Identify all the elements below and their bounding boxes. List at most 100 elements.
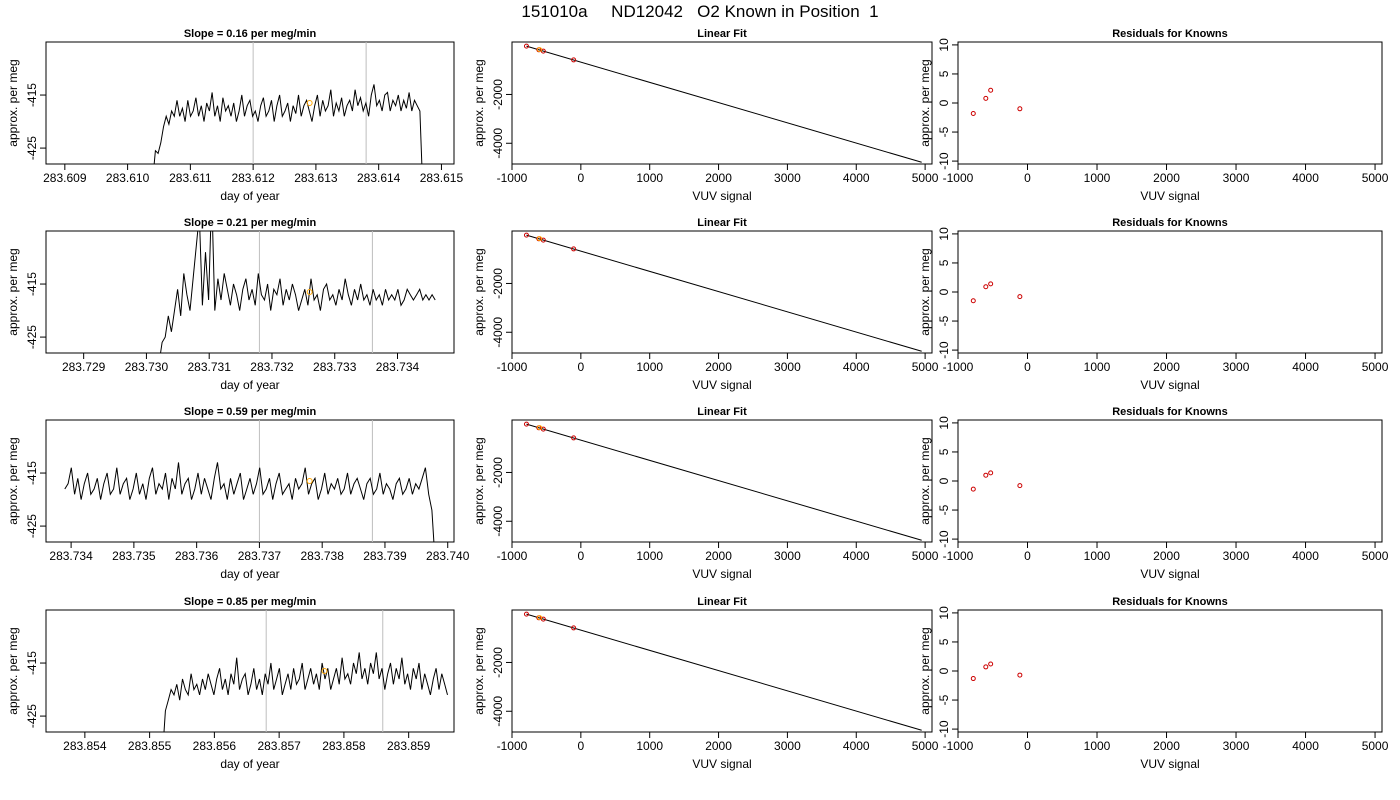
panel-title: Residuals for Knowns [1112, 217, 1228, 229]
data-point [983, 95, 989, 101]
x-tick-label: -1000 [497, 360, 528, 374]
x-tick-label: -1000 [497, 171, 528, 185]
panel-title: Slope = 0.59 per meg/min [184, 406, 317, 418]
fit-line [526, 45, 922, 163]
y-tick-label: -10 [937, 341, 951, 359]
chart-panel-r0-c1: Linear Fit -1000 0 1000 2000 3000 4000 5000 -200… [472, 28, 939, 203]
data-point [1017, 106, 1023, 112]
plot-area [523, 232, 922, 352]
y-tick-label: -4000 [491, 317, 505, 348]
x-tick-label: 4000 [843, 171, 870, 185]
y-axis-label: approx. per meg [6, 248, 20, 335]
x-tick-label: 283.734 [49, 549, 93, 563]
x-axis-label: VUV signal [692, 189, 751, 203]
x-tick-label: 2000 [1153, 739, 1180, 753]
plot-frame [957, 419, 1383, 543]
plot-area [64, 420, 435, 542]
data-point [988, 470, 994, 476]
y-tick-label: 5 [937, 448, 951, 455]
plot-area [970, 87, 1023, 116]
data-point [970, 676, 976, 682]
data-point [1017, 294, 1023, 300]
chart-panel-r3-c1: Linear Fit -1000 0 1000 2000 3000 4000 5000 -200… [472, 596, 939, 771]
highlight-point [306, 100, 313, 106]
highlight-point [306, 478, 313, 484]
x-tick-label: -1000 [943, 171, 974, 185]
y-tick-label: 5 [937, 259, 951, 266]
x-tick-label: 283.737 [238, 549, 282, 563]
y-tick-label: -10 [937, 530, 951, 548]
plot-frame [45, 419, 455, 543]
panel-title: Linear Fit [697, 406, 747, 418]
y-tick-label: -2000 [491, 457, 505, 488]
y-axis-label: approx. per meg [472, 59, 486, 146]
chart-panel-r1-c0: Slope = 0.21 per meg/min 283.729 283.730 28… [6, 217, 455, 392]
x-tick-label: 283.609 [43, 171, 87, 185]
x-tick-label: -1000 [943, 739, 974, 753]
x-tick-label: 283.730 [125, 360, 169, 374]
y-tick-label: -2000 [491, 79, 505, 110]
y-axis-label: approx. per meg [6, 627, 20, 714]
data-point [571, 57, 577, 63]
series-line [64, 462, 435, 542]
chart-panel-r1-c2: Residuals for Knowns -1000 0 1000 2000 3000 40… [918, 217, 1389, 392]
x-tick-label: 283.613 [294, 171, 338, 185]
y-tick-label: -4000 [491, 506, 505, 537]
x-tick-label: 2000 [1153, 549, 1180, 563]
plot-area [523, 43, 922, 163]
x-tick-label: 3000 [774, 171, 801, 185]
x-tick-label: -1000 [943, 360, 974, 374]
y-tick-label: -5 [937, 315, 951, 326]
x-tick-label: 283.740 [426, 549, 470, 563]
chart-panel-r0-c0: Slope = 0.16 per meg/min 283.609 283.610 28… [6, 28, 463, 203]
data-point [523, 43, 529, 49]
x-tick-label: 283.614 [357, 171, 401, 185]
plot-area [163, 610, 448, 732]
x-tick-label: 0 [1024, 739, 1031, 753]
x-tick-label: 3000 [774, 549, 801, 563]
x-tick-label: 2000 [705, 360, 732, 374]
data-point [983, 664, 989, 670]
x-tick-label: 283.733 [313, 360, 357, 374]
x-tick-label: 283.731 [188, 360, 232, 374]
x-axis-label: day of year [220, 567, 279, 581]
plot-frame [511, 609, 933, 733]
y-axis-label: approx. per meg [472, 627, 486, 714]
x-tick-label: 283.615 [420, 171, 464, 185]
chart-panel-r2-c1: Linear Fit -1000 0 1000 2000 3000 4000 5000 -200… [472, 406, 939, 581]
y-tick-label: 5 [937, 638, 951, 645]
data-point [1017, 672, 1023, 678]
x-tick-label: 283.612 [231, 171, 275, 185]
panel-title: Residuals for Knowns [1112, 28, 1228, 40]
x-tick-label: 3000 [1223, 739, 1250, 753]
y-tick-label: -425 [25, 514, 39, 538]
panel-title: Linear Fit [697, 28, 747, 40]
x-tick-label: 0 [1024, 360, 1031, 374]
x-tick-label: 0 [1024, 171, 1031, 185]
y-tick-label: -4000 [491, 128, 505, 159]
x-tick-label: 1000 [1084, 171, 1111, 185]
x-tick-label: 283.732 [250, 360, 294, 374]
chart-panel-r3-c0: Slope = 0.85 per meg/min 283.854 283.855 28… [6, 596, 455, 771]
data-point [523, 611, 529, 617]
y-axis-label: approx. per meg [918, 248, 932, 335]
y-tick-label: 0 [937, 477, 951, 484]
x-tick-label: 283.855 [128, 739, 172, 753]
x-tick-label: 283.611 [169, 171, 212, 185]
y-tick-label: -5 [937, 694, 951, 705]
plot-frame [511, 230, 933, 354]
fit-line [526, 234, 922, 352]
highlight-point [537, 47, 543, 53]
x-tick-label: 283.738 [300, 549, 344, 563]
x-tick-label: 283.859 [387, 739, 431, 753]
highlight-point [321, 668, 328, 674]
panel-title: Residuals for Knowns [1112, 406, 1228, 418]
x-tick-label: 283.739 [363, 549, 407, 563]
x-tick-label: 4000 [1292, 739, 1319, 753]
panel-title: Slope = 0.85 per meg/min [184, 596, 317, 608]
y-tick-label: -425 [25, 325, 39, 349]
x-tick-label: 5000 [912, 739, 939, 753]
plot-frame [511, 41, 933, 165]
x-tick-label: -1000 [497, 549, 528, 563]
data-point [988, 661, 994, 667]
